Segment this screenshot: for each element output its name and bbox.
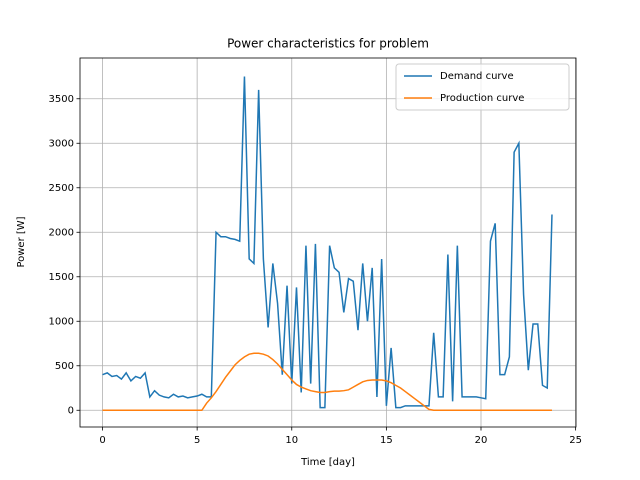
x-tick-label: 5 [194, 435, 200, 446]
legend-label: Production curve [440, 93, 524, 104]
y-tick-label: 3500 [49, 94, 74, 105]
series-line [102, 352, 552, 412]
x-tick-label: 15 [380, 435, 393, 446]
plot-frame [79, 57, 577, 428]
y-tick-label: 0 [68, 405, 74, 416]
y-tick-label: 3000 [49, 138, 74, 149]
x-tick-label: 25 [569, 435, 582, 446]
y-tick-label: 2500 [49, 183, 74, 194]
series-line [102, 76, 553, 409]
x-tick-label: 0 [99, 435, 105, 446]
y-tick-label: 1500 [49, 272, 74, 283]
x-tick-label: 20 [475, 435, 488, 446]
y-tick-label: 1000 [49, 316, 74, 327]
legend-label: Demand curve [440, 71, 514, 82]
x-tick-label: 10 [285, 435, 298, 446]
y-axis-label: Power [W] [16, 216, 27, 267]
legend-box [395, 63, 570, 111]
y-tick-label: 500 [55, 361, 74, 372]
y-tick-label: 2000 [49, 227, 74, 238]
x-axis-label: Time [day] [300, 457, 355, 468]
chart-title: Power characteristics for problem [227, 37, 429, 51]
